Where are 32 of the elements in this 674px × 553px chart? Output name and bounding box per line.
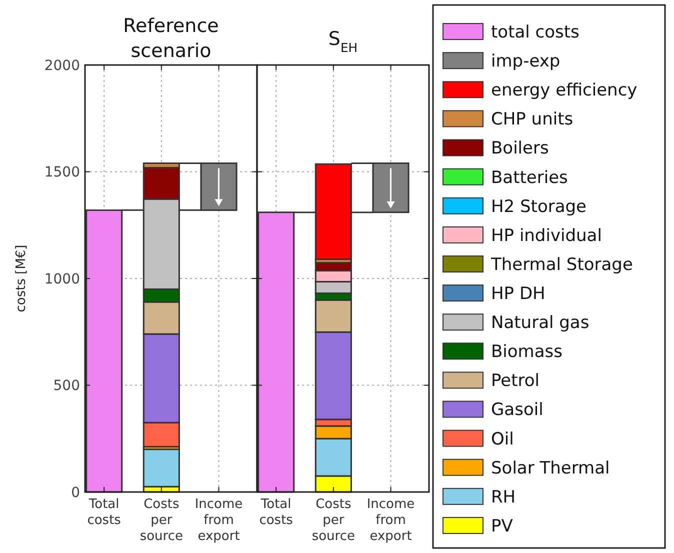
x-tick-label: Costs per source bbox=[140, 497, 184, 544]
legend-label: H2 Storage bbox=[491, 196, 587, 217]
legend-label: Gasoil bbox=[491, 400, 544, 420]
legend-label: Thermal Storage bbox=[490, 254, 633, 275]
y-tick-label: 0 bbox=[71, 484, 80, 501]
legend-label: Biomass bbox=[491, 342, 563, 362]
x-tick-label: Income from export bbox=[366, 497, 415, 544]
legend-label: PV bbox=[491, 516, 514, 536]
legend-label: Petrol bbox=[491, 371, 540, 392]
chart-title: S$_{EH}$ bbox=[328, 28, 358, 55]
legend-label: Batteries bbox=[491, 168, 568, 188]
legend-label: Oil bbox=[491, 429, 514, 450]
legend-label: HP DH bbox=[491, 284, 546, 304]
y-axis-title: costs [M€] bbox=[14, 244, 29, 312]
chart-title: Reference scenario bbox=[123, 15, 219, 62]
y-tick-label: 2000 bbox=[44, 58, 80, 74]
x-tick-label: Income from export bbox=[194, 497, 243, 544]
legend-label: RH bbox=[491, 487, 516, 508]
y-tick-label: 1000 bbox=[44, 271, 80, 288]
x-tick-label: Total costs bbox=[259, 497, 294, 528]
legend-label: energy efficiency bbox=[491, 80, 638, 101]
legend-label: Natural gas bbox=[491, 313, 590, 334]
legend-label: total costs bbox=[491, 22, 580, 42]
x-tick-label: Total costs bbox=[87, 497, 122, 528]
legend-label: CHP units bbox=[491, 110, 574, 130]
legend-label: Boilers bbox=[491, 138, 549, 159]
y-tick-label: 500 bbox=[53, 378, 80, 394]
legend-label: HP individual bbox=[491, 226, 602, 246]
legend-label: Solar Thermal bbox=[491, 458, 610, 478]
x-tick-label: Costs per source bbox=[312, 497, 356, 544]
legend-label: imp-exp bbox=[491, 52, 560, 72]
y-tick-label: 1500 bbox=[44, 164, 80, 181]
